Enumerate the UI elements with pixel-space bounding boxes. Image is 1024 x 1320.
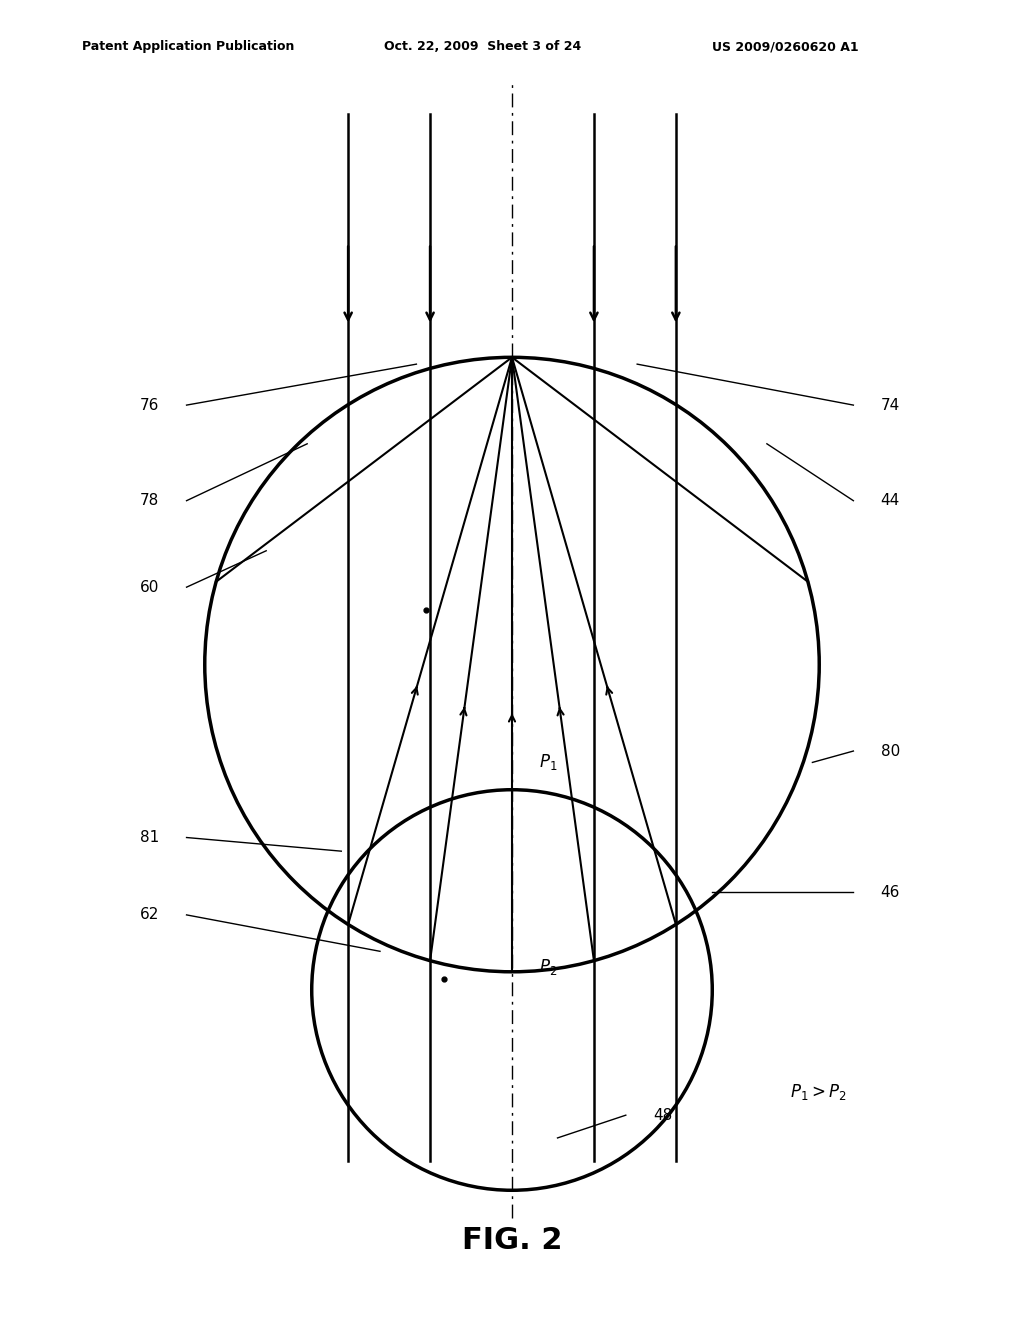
Text: 44: 44 <box>881 494 900 508</box>
Text: 60: 60 <box>140 579 160 595</box>
Text: 62: 62 <box>140 907 160 923</box>
Text: Oct. 22, 2009  Sheet 3 of 24: Oct. 22, 2009 Sheet 3 of 24 <box>384 40 582 53</box>
Text: $\mathit{P}_2$: $\mathit{P}_2$ <box>540 957 558 977</box>
Text: 46: 46 <box>881 884 900 900</box>
Text: $\mathit{P}_1$: $\mathit{P}_1$ <box>540 752 558 772</box>
Text: FIG. 2: FIG. 2 <box>462 1226 562 1255</box>
Text: 74: 74 <box>881 397 900 413</box>
Text: 76: 76 <box>140 397 160 413</box>
Text: $\mathit{P}_1 > \mathit{P}_2$: $\mathit{P}_1 > \mathit{P}_2$ <box>790 1082 846 1102</box>
Text: 80: 80 <box>881 743 900 759</box>
Text: 48: 48 <box>653 1107 673 1123</box>
Text: 81: 81 <box>140 830 160 845</box>
Text: 78: 78 <box>140 494 160 508</box>
Text: Patent Application Publication: Patent Application Publication <box>82 40 294 53</box>
Text: US 2009/0260620 A1: US 2009/0260620 A1 <box>712 40 858 53</box>
